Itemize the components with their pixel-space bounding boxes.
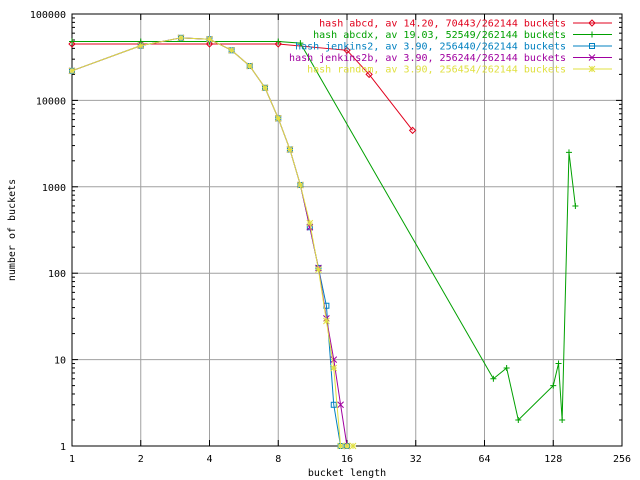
legend-entry-marker (589, 31, 595, 38)
y-tick-label: 1 (60, 442, 66, 453)
data-point (343, 442, 351, 450)
legend-entry-marker (588, 54, 596, 61)
data-point (330, 401, 337, 408)
legend-entry-label: hash random, av 3.90, 256454/262144 buck… (307, 65, 566, 76)
legend-entry-marker (588, 19, 596, 27)
x-tick-label: 1 (69, 454, 75, 465)
data-point (565, 149, 572, 156)
data-point (206, 35, 213, 43)
series-5 (68, 34, 357, 450)
data-point (177, 34, 185, 42)
data-point (228, 46, 235, 54)
data-point (68, 40, 76, 48)
data-point (297, 181, 304, 189)
data-point (588, 19, 596, 27)
legend-entry-marker (588, 65, 596, 73)
data-point (68, 67, 76, 75)
legend-entry-marker (589, 43, 595, 49)
data-point (337, 442, 344, 450)
data-point (349, 442, 357, 450)
data-point (572, 202, 579, 209)
data-point (588, 65, 596, 73)
data-point (589, 31, 595, 38)
data-point (589, 43, 595, 49)
x-tick-label: 64 (478, 454, 490, 465)
data-point (69, 38, 75, 45)
y-tick-label: 10 (54, 356, 66, 367)
x-tick-label: 8 (275, 454, 281, 465)
legend-entry-label: hash abcd, av 14.20, 70443/262144 bucket… (319, 19, 566, 30)
data-point (550, 382, 557, 389)
y-tick-label: 100000 (30, 10, 66, 21)
legend-entry-label: hash jenkins2, av 3.90, 256440/262144 bu… (295, 42, 566, 53)
x-tick-label: 128 (544, 454, 562, 465)
legend-entry-label: hash abcdx, av 19.03, 52549/262144 bucke… (313, 30, 566, 41)
x-axis-label: bucket length (308, 468, 386, 479)
data-point (588, 54, 596, 61)
data-point (365, 70, 373, 79)
data-point (274, 114, 282, 122)
data-point (555, 360, 562, 367)
data-point (261, 84, 269, 92)
data-point (205, 40, 214, 48)
x-tick-label: 256 (613, 454, 631, 465)
axis-ticks: 1 2 4 8 16 32 64 128 256 1 10 100 1000 10000 100000 (30, 10, 631, 465)
data-point (515, 416, 522, 423)
data-point (274, 40, 282, 48)
x-tick-label: 16 (341, 454, 353, 465)
data-point (408, 126, 417, 135)
y-tick-label: 1000 (42, 183, 66, 194)
x-tick-label: 2 (138, 454, 144, 465)
y-tick-label: 10000 (36, 96, 66, 107)
data-point (306, 219, 314, 227)
x-tick-label: 4 (206, 454, 212, 465)
y-tick-label: 100 (48, 269, 66, 280)
legend-entry-label: hash jenkins2b, av 3.90, 256244/262144 b… (289, 53, 566, 64)
data-point (275, 38, 282, 45)
data-point (490, 375, 497, 382)
y-axis-label: number of buckets (7, 179, 18, 281)
data-point (137, 42, 145, 50)
series-group (68, 34, 579, 450)
data-point (315, 266, 322, 273)
data-point (343, 46, 351, 55)
data-point (297, 40, 304, 47)
data-point (286, 146, 294, 153)
legend: hash abcd, av 14.20, 70443/262144 bucket… (289, 19, 612, 76)
data-point (337, 401, 344, 409)
data-point (559, 416, 566, 423)
data-point (503, 364, 510, 371)
x-tick-label: 32 (410, 454, 422, 465)
data-point (323, 317, 330, 325)
data-point (246, 62, 254, 70)
data-point (330, 364, 338, 372)
